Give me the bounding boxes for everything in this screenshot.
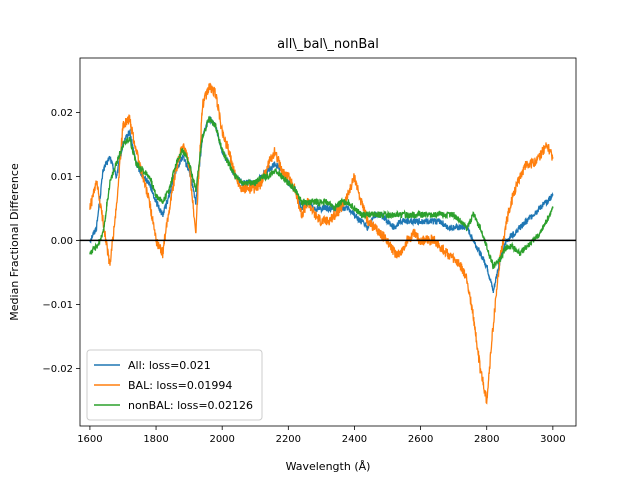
y-axis-label: Median Fractional Difference [8,163,21,321]
x-tick-label: 2800 [474,434,499,445]
chart-title: all\_bal\_nonBal [277,37,379,52]
series-line-3 [89,116,554,270]
legend-label-1: All: loss=0.021 [128,359,211,372]
x-tick-label: 2600 [408,434,433,445]
plot-series-group [89,82,554,405]
x-tick-label: 1600 [77,434,102,445]
x-tick-label: 2200 [276,434,301,445]
y-tick-label: 0.00 [51,236,73,247]
legend-label-3: nonBAL: loss=0.02126 [128,399,253,412]
y-tick-label: −0.01 [42,300,73,311]
x-axis: 1600 1800 2000 2200 2400 2600 2800 3000 [77,426,566,445]
x-tick-label: 2000 [209,434,234,445]
legend-box [86,349,263,421]
x-axis-label: Wavelength (Å) [286,460,371,473]
legend: All: loss=0.021 BAL: loss=0.01994 nonBAL: … [86,349,263,421]
y-tick-label: −0.02 [42,364,73,375]
x-tick-label: 1800 [143,434,168,445]
plot-frame [79,57,577,427]
series-line-1 [89,115,554,294]
y-tick-label: 0.01 [51,172,73,183]
x-tick-label: 2400 [342,434,367,445]
y-axis: −0.02 −0.01 0.00 0.01 0.02 [42,108,80,375]
series-line-2 [89,82,554,405]
y-tick-label: 0.02 [51,108,73,119]
x-tick-label: 3000 [540,434,565,445]
legend-label-2: BAL: loss=0.01994 [128,379,232,392]
